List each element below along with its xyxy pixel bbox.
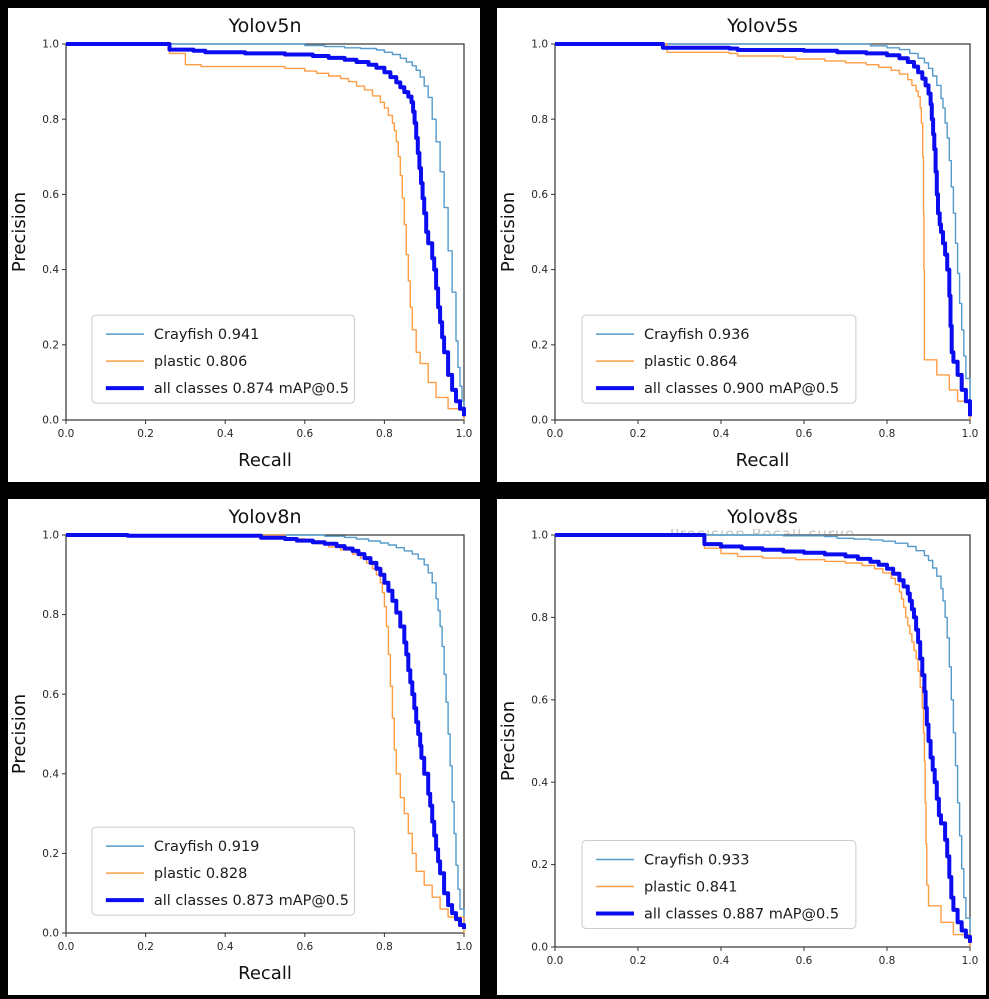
y-tick-label: 0.8 — [531, 612, 548, 624]
y-tick-label: 0.4 — [42, 768, 59, 780]
y-tick-label: 0.0 — [42, 415, 59, 427]
chart-title: Yolov5n — [228, 15, 302, 37]
y-axis-label: Precision — [9, 192, 30, 272]
x-tick-label: 0.0 — [547, 955, 564, 967]
x-tick-label: 0.2 — [137, 941, 154, 953]
legend-label-1: plastic 0.841 — [644, 879, 737, 895]
legend-box — [91, 826, 356, 916]
legend-label-0: Crayfish 0.936 — [644, 327, 750, 343]
y-tick-label: 0.8 — [531, 114, 548, 126]
x-tick-label: 1.0 — [962, 955, 979, 967]
x-tick-label: 0.2 — [630, 428, 647, 440]
y-tick-label: 0.2 — [42, 339, 59, 351]
chart-panel-yolov5n: Yolov5n 0.0 0.2 0.4 0.6 0.8 1.0 0.0 0.2 0.4 0.6 0.8… — [8, 8, 480, 482]
x-tick-label: 0.6 — [296, 428, 313, 440]
x-axis-label: Recall — [238, 450, 292, 471]
series-line-crayfish — [66, 534, 465, 925]
x-tick-label: 0.8 — [879, 955, 896, 967]
x-tick-label: 0.6 — [796, 428, 813, 440]
y-tick-label: 0.0 — [531, 415, 548, 427]
pr-curve-chart-yolov8n: Yolov8n 0.0 0.2 0.4 0.6 0.8 1.0 0.0 0.2 0.4 0.6 0.8… — [9, 506, 473, 984]
chart-title: Yolov8n — [228, 506, 302, 528]
x-tick-label: 0.8 — [376, 428, 393, 440]
legend-label-0: Crayfish 0.933 — [644, 852, 750, 868]
legend-label-1: plastic 0.806 — [154, 354, 247, 370]
y-tick-label: 0.0 — [42, 928, 59, 940]
y-tick-label: 0.8 — [42, 114, 59, 126]
x-tick-label: 0.8 — [376, 941, 393, 953]
legend-label-2: all classes 0.887 mAP@0.5 — [644, 906, 839, 922]
pr-curve-chart-yolov5n: Yolov5n 0.0 0.2 0.4 0.6 0.8 1.0 0.0 0.2 0.4 0.6 0.8… — [9, 15, 473, 471]
legend-box — [91, 314, 356, 404]
y-tick-label: 1.0 — [531, 530, 548, 542]
y-tick-label: 1.0 — [42, 39, 59, 51]
legend-label-1: plastic 0.828 — [154, 866, 247, 882]
y-tick-label: 0.6 — [42, 189, 59, 201]
x-tick-label: 1.0 — [456, 941, 473, 953]
legend-label-1: plastic 0.864 — [644, 354, 737, 370]
chart-panel-yolov8s: Yolov8s Precision Recall curve 0.0 0.2 0.4 0.… — [497, 499, 986, 995]
chart-panel-yolov8n: Yolov8n 0.0 0.2 0.4 0.6 0.8 1.0 0.0 0.2 0.4 0.6 0.8… — [8, 499, 480, 995]
x-tick-label: 1.0 — [962, 428, 979, 440]
y-axis-label: Precision — [9, 694, 30, 774]
y-tick-label: 0.4 — [531, 777, 548, 789]
legend-label-2: all classes 0.873 mAP@0.5 — [154, 893, 349, 909]
x-tick-label: 0.4 — [217, 428, 234, 440]
legend-label-0: Crayfish 0.919 — [154, 839, 260, 855]
x-tick-label: 0.4 — [713, 428, 730, 440]
series-line-all-classes — [555, 533, 972, 943]
x-axis-label: Recall — [238, 963, 292, 984]
x-tick-label: 0.0 — [547, 428, 564, 440]
x-axis-label: Recall — [736, 450, 790, 471]
y-tick-label: 1.0 — [42, 530, 59, 542]
y-tick-label: 0.8 — [42, 609, 59, 621]
legend-box — [581, 839, 857, 929]
y-tick-label: 1.0 — [531, 39, 548, 51]
series-line-crayfish — [555, 43, 971, 413]
y-tick-label: 0.2 — [42, 848, 59, 860]
series-line-all-classes — [66, 42, 466, 417]
x-tick-label: 1.0 — [456, 428, 473, 440]
series-line-plastic — [555, 43, 971, 420]
pr-curve-chart-yolov5s: Yolov5s 0.0 0.2 0.4 0.6 0.8 1.0 0.0 0.2 0.4 0.6 0.8… — [498, 15, 979, 471]
x-tick-label: 0.2 — [137, 428, 154, 440]
x-tick-label: 0.4 — [713, 955, 730, 967]
series-line-crayfish — [555, 534, 971, 939]
y-tick-label: 0.4 — [531, 264, 548, 276]
y-tick-label: 0.2 — [531, 339, 548, 351]
y-axis-label: Precision — [498, 192, 519, 272]
ghost-subtitle: Precision Recall curve — [670, 525, 855, 543]
series-line-crayfish — [66, 43, 465, 415]
series-line-plastic — [66, 43, 465, 420]
x-tick-label: 0.6 — [796, 955, 813, 967]
y-tick-label: 0.2 — [531, 859, 548, 871]
x-tick-label: 0.8 — [879, 428, 896, 440]
y-tick-label: 0.0 — [531, 942, 548, 954]
chart-panel-yolov5s: Yolov5s 0.0 0.2 0.4 0.6 0.8 1.0 0.0 0.2 0.4 0.6 0.8… — [497, 8, 986, 482]
y-tick-label: 0.6 — [42, 689, 59, 701]
x-tick-label: 0.2 — [630, 955, 647, 967]
y-axis-label: Precision — [498, 701, 519, 781]
legend-label-0: Crayfish 0.941 — [154, 327, 260, 343]
legend-box — [581, 314, 857, 404]
chart-title: Yolov5s — [726, 15, 798, 37]
y-tick-label: 0.6 — [531, 694, 548, 706]
legend-label-2: all classes 0.900 mAP@0.5 — [644, 381, 839, 397]
legend-label-2: all classes 0.874 mAP@0.5 — [154, 381, 349, 397]
series-line-all-classes — [555, 42, 972, 417]
series-line-all-classes — [66, 533, 466, 929]
chart-title: Yolov8s — [726, 506, 798, 528]
x-tick-label: 0.0 — [58, 941, 75, 953]
y-tick-label: 0.6 — [531, 189, 548, 201]
series-line-plastic — [555, 534, 971, 947]
x-tick-label: 0.0 — [58, 428, 75, 440]
x-tick-label: 0.6 — [296, 941, 313, 953]
y-tick-label: 0.4 — [42, 264, 59, 276]
x-tick-label: 0.4 — [217, 941, 234, 953]
